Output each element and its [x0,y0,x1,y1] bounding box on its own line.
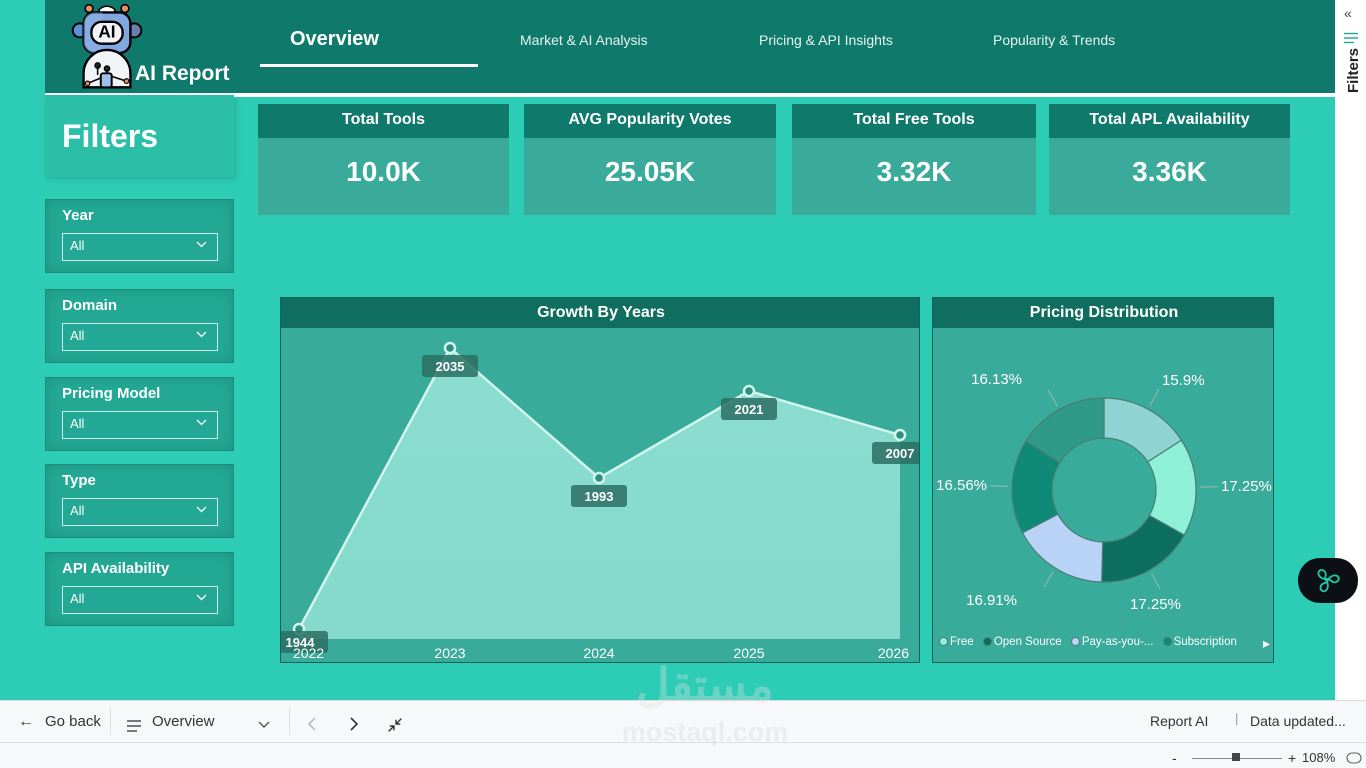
svg-text:16.56%: 16.56% [936,477,987,494]
svg-text:15.9%: 15.9% [1162,372,1205,389]
svg-text:2035: 2035 [436,359,465,374]
svg-text:2021: 2021 [735,402,764,417]
svg-text:16.91%: 16.91% [966,592,1017,609]
svg-text:2026: 2026 [878,645,909,661]
svg-text:16.13%: 16.13% [971,371,1022,388]
svg-text:1993: 1993 [585,489,614,504]
svg-text:مستقل: مستقل [636,659,774,711]
svg-text:mostaql.com: mostaql.com [622,717,789,747]
svg-text:2007: 2007 [886,446,915,461]
svg-text:17.25%: 17.25% [1221,478,1272,495]
svg-text:2022: 2022 [293,645,324,661]
svg-text:AI: AI [98,21,115,41]
svg-text:17.25%: 17.25% [1130,596,1181,613]
svg-text:2023: 2023 [434,645,465,661]
